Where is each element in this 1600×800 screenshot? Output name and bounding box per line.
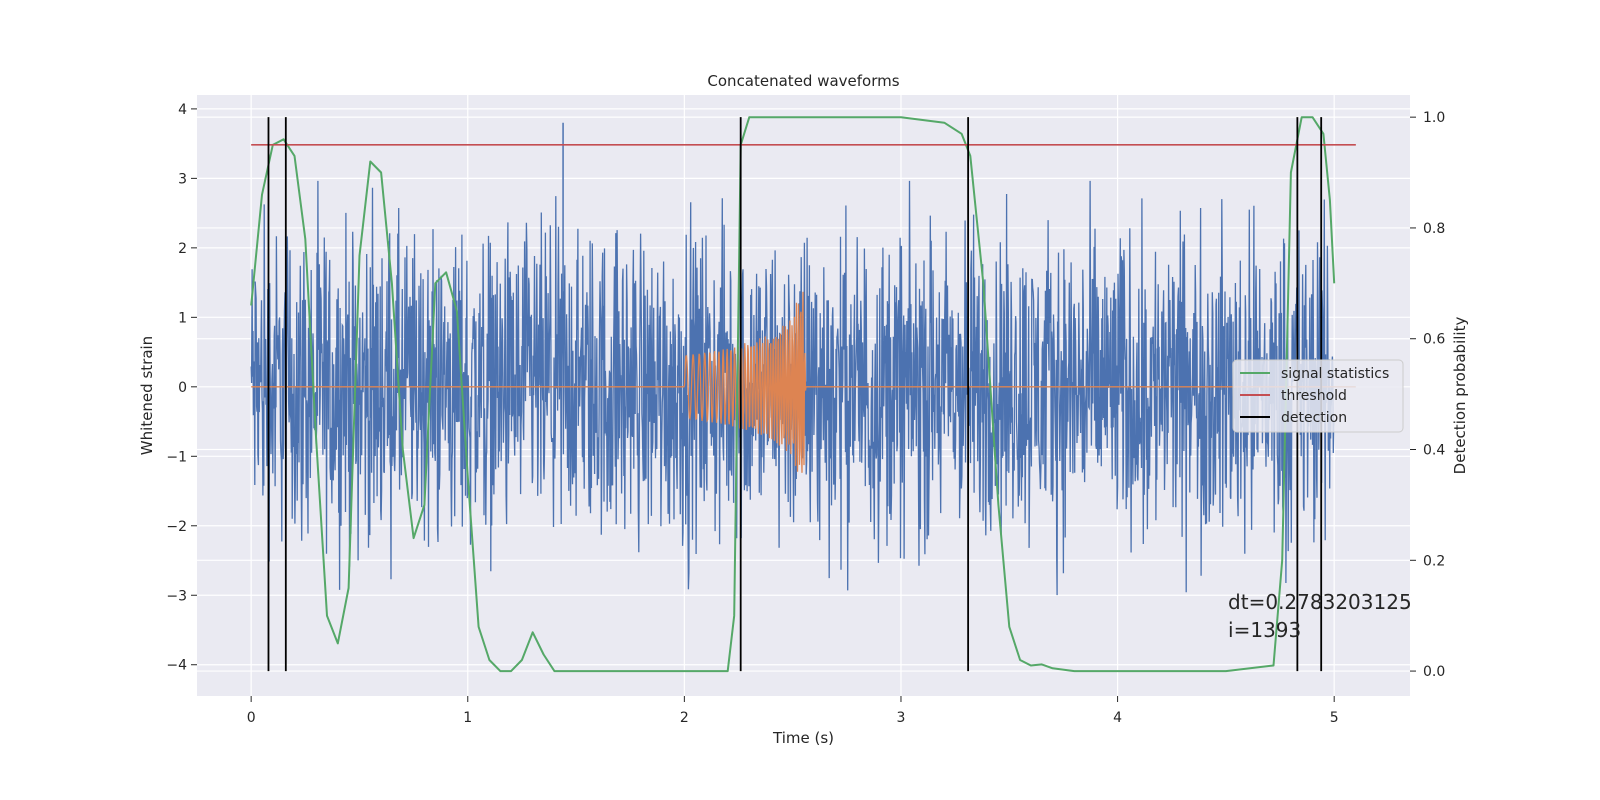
y-tick-label-left: 2 (178, 241, 187, 257)
chart-title: Concatenated waveforms (707, 72, 899, 90)
signal-statistics-line (250, 116, 1336, 673)
chirp-series (251, 291, 1356, 473)
legend-box (1232, 359, 1404, 433)
legend-entry: detection (1281, 410, 1347, 426)
y-tick-label-left: −2 (166, 519, 187, 535)
y-tick-label-left: 4 (178, 102, 187, 118)
annotations: dt=0.2783203125 i=1393 (1228, 590, 1412, 642)
x-tick-label: 1 (463, 710, 472, 726)
y-tick-label-left: 1 (178, 310, 187, 326)
x-tick-label: 3 (897, 710, 906, 726)
x-axis-label: Time (s) (772, 729, 834, 747)
legend-entry: signal statistics (1281, 366, 1389, 382)
y-tick-label-right: 0.4 (1423, 443, 1445, 459)
x-tick-label: 2 (680, 710, 689, 726)
annotation-text: i=1393 (1228, 618, 1301, 642)
x-tick-label: 4 (1113, 710, 1122, 726)
y-tick-label-left: −3 (166, 588, 187, 604)
y-tick-label-right: 0.0 (1423, 664, 1445, 680)
y-tick-label-left: 3 (178, 171, 187, 187)
y-tick-label-right: 0.6 (1423, 332, 1445, 348)
y-axis-label-left: Whitened strain (138, 336, 156, 455)
y-tick-label-left: 0 (178, 380, 187, 396)
axis-ticks: 0 1 2 3 4 5 −4 −3 −2 −1 0 1 2 3 4 0.0 0.2 0.4 0.6 0.8 1.0 (166, 102, 1445, 726)
y-axis-label-right: Detection probability (1451, 317, 1469, 475)
y-tick-label-right: 1.0 (1423, 110, 1445, 126)
x-tick-label: 0 (247, 710, 256, 726)
legend-entry: threshold (1281, 388, 1347, 404)
x-tick-label: 5 (1330, 710, 1339, 726)
legend: signal statistics threshold detection (1232, 359, 1404, 433)
signal-statistics-series (250, 116, 1336, 673)
y-tick-label-right: 0.2 (1423, 553, 1445, 569)
y-tick-label-left: −1 (166, 449, 187, 465)
y-tick-label-left: −4 (166, 658, 187, 674)
chirp-line (251, 291, 1356, 473)
annotation-text: dt=0.2783203125 (1228, 590, 1412, 614)
y-tick-label-right: 0.8 (1423, 221, 1445, 237)
